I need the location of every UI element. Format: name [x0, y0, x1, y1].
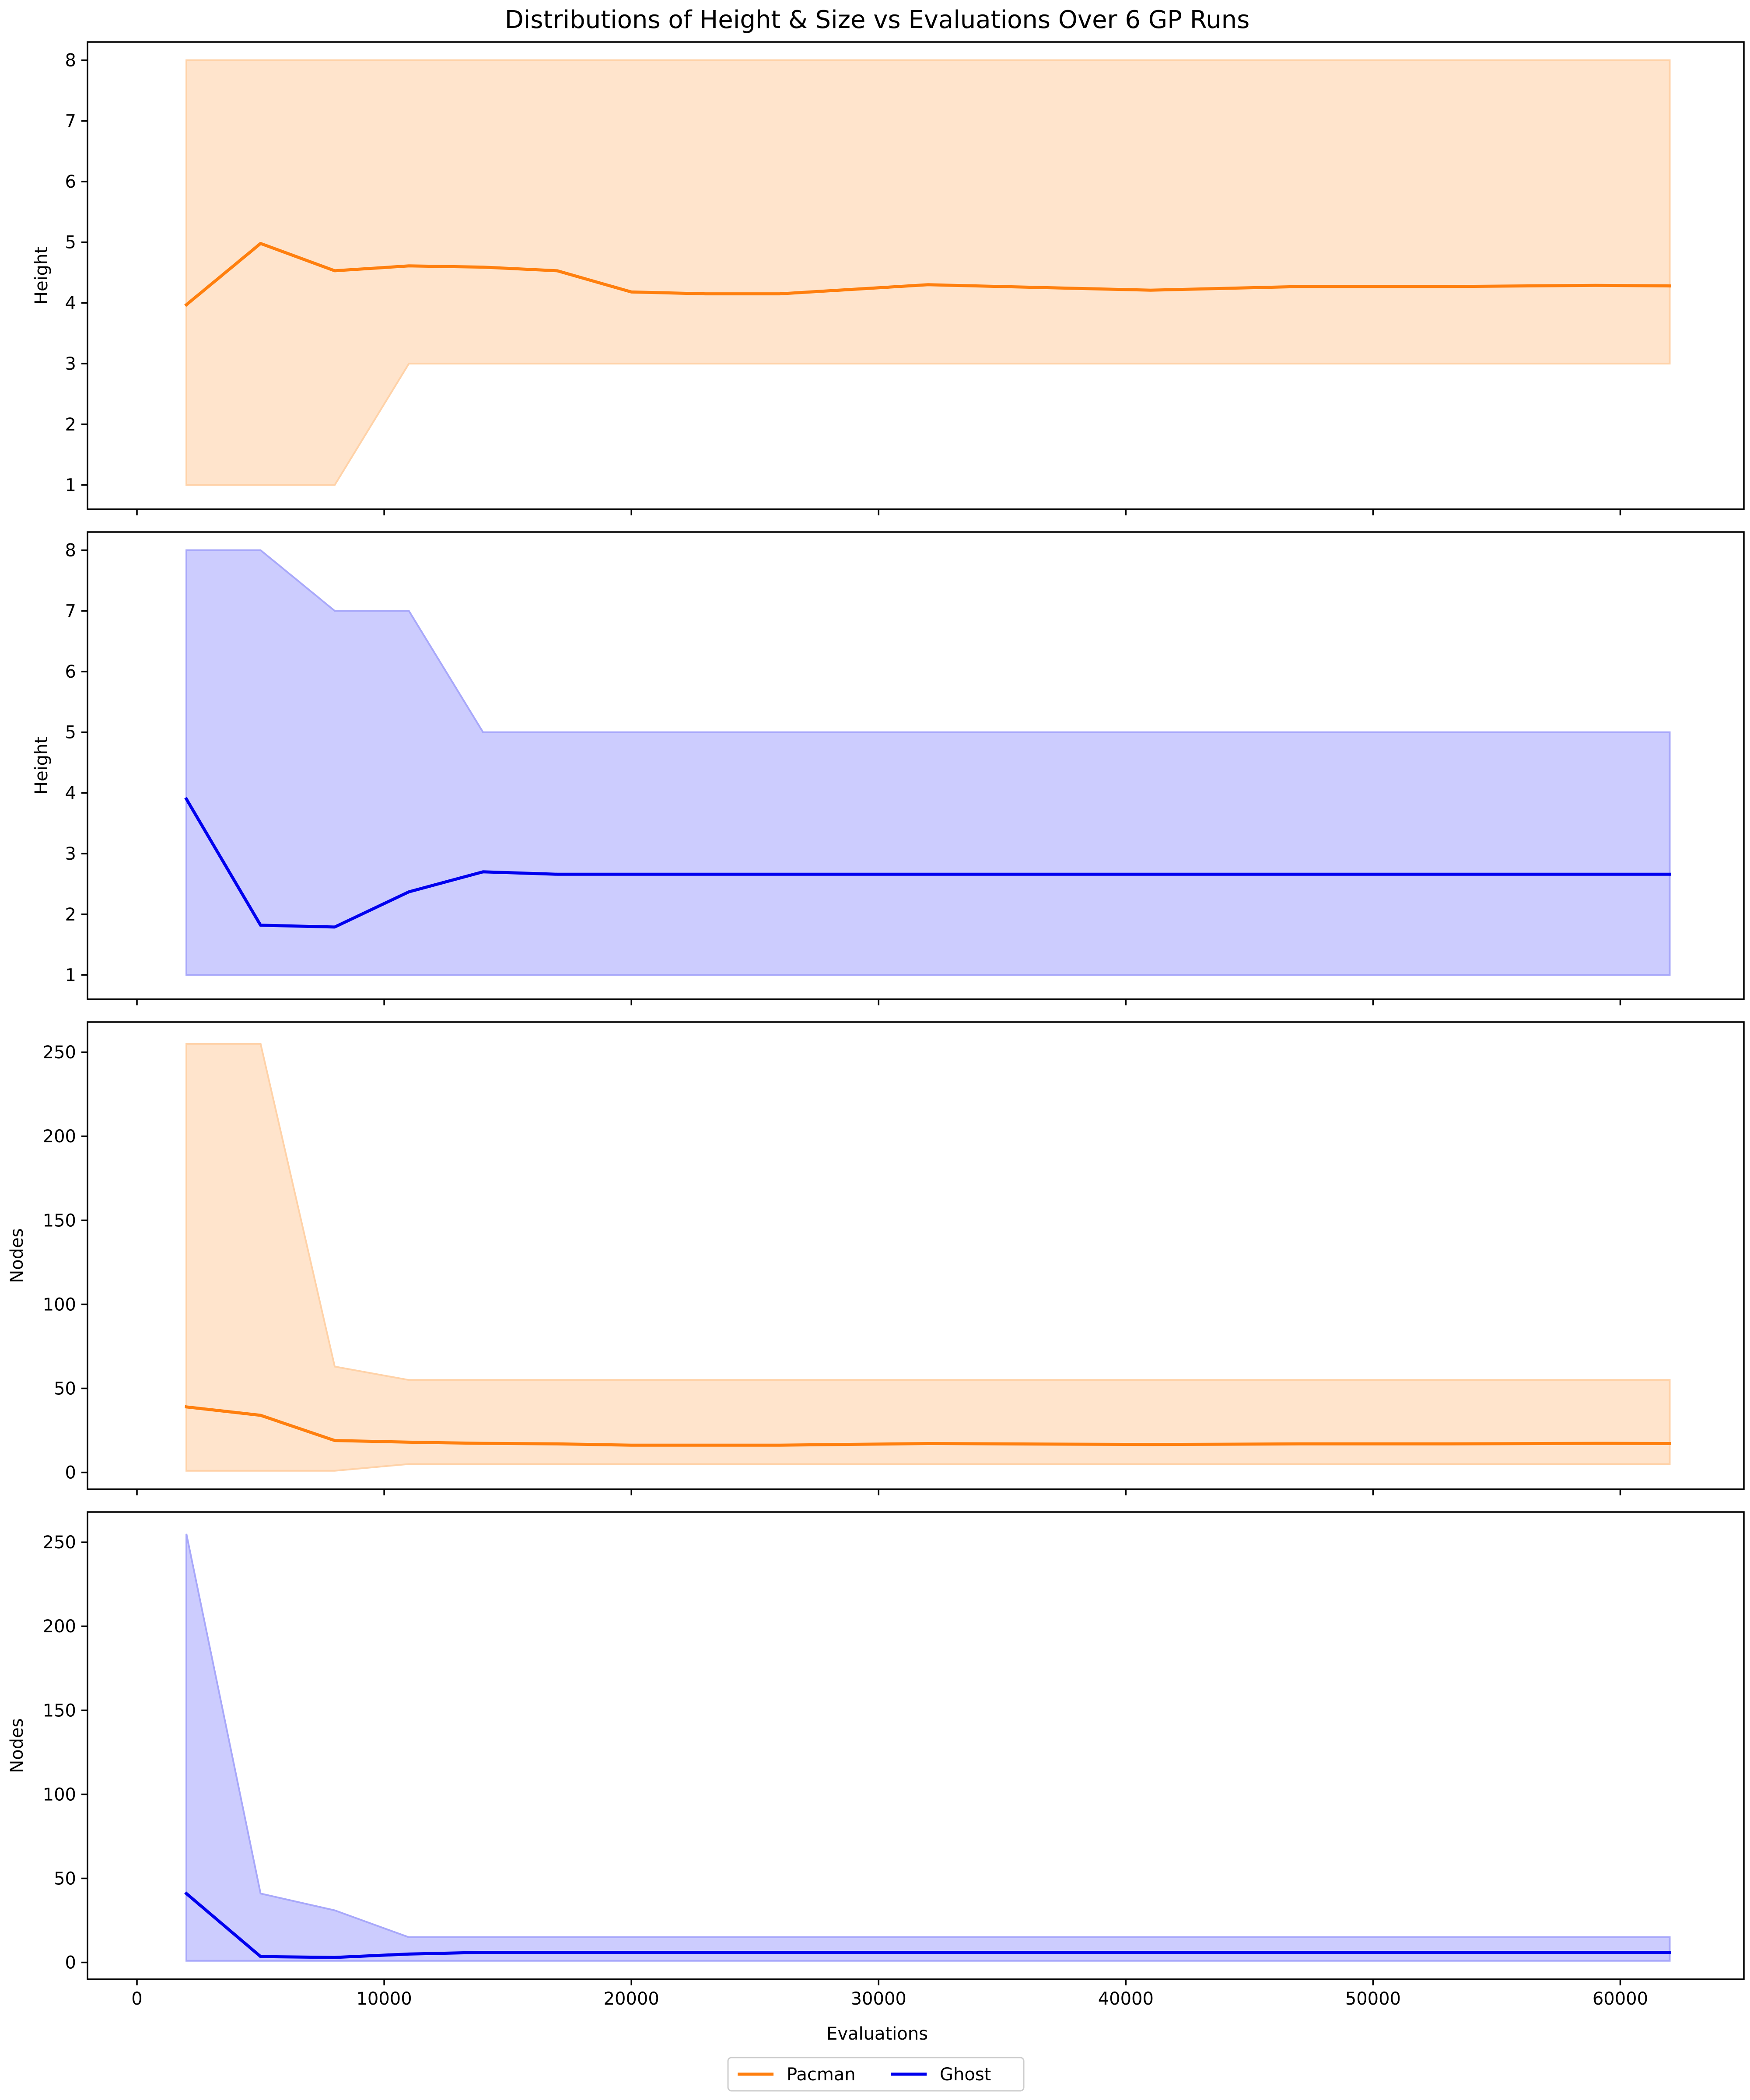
y-tick-label: 250: [43, 1043, 76, 1063]
y-tick-label: 5: [65, 723, 76, 743]
mean-line-pacman: [184, 242, 1672, 307]
x-tick-label: 0: [131, 1989, 142, 2009]
y-tick-label: 150: [43, 1701, 76, 1721]
x-tick-label: 60000: [1592, 1989, 1648, 2009]
axes-frame: [87, 1511, 1745, 1980]
x-tick-label: 20000: [604, 1989, 659, 2009]
y-tick-label: 0: [65, 1953, 76, 1973]
x-tick-label: 50000: [1345, 1989, 1401, 2009]
y-tick-label: 4: [65, 293, 76, 313]
mean-line-ghost: [184, 1891, 1671, 1959]
range-band-ghost: [186, 549, 1671, 976]
y-tick-label: 2: [65, 415, 76, 435]
y-tick-label: 7: [65, 601, 76, 621]
panels: 1 2 3 4 5 6 7 8 Height 1 2 3 4 5 6 7 8 Height 0 50 100 150 200…: [7, 41, 1745, 2009]
y-tick-label: 8: [65, 541, 76, 561]
y-axis-label: Nodes: [7, 1228, 27, 1283]
legend-label-ghost: Ghost: [940, 2065, 991, 2085]
y-tick-label: 1: [65, 966, 76, 986]
y-tick-label: 0: [65, 1463, 76, 1483]
y-tick-label: 200: [43, 1617, 76, 1637]
panel-4: 0 50 100 150 200 250 0 10000 20000 30000 40000 5000…: [7, 1511, 1745, 2009]
panel-1: 1 2 3 4 5 6 7 8 Height: [32, 41, 1745, 515]
panel-3: 0 50 100 150 200 250 Nodes: [7, 1021, 1745, 1495]
y-axis-label: Height: [32, 247, 52, 304]
y-tick-label: 250: [43, 1533, 76, 1553]
y-tick-label: 3: [65, 354, 76, 374]
y-tick-label: 5: [65, 233, 76, 253]
y-tick-label: 1: [65, 476, 76, 496]
axes-frame: [87, 531, 1745, 1000]
chart-title: Distributions of Height & Size vs Evalua…: [505, 6, 1250, 34]
y-tick-label: 6: [65, 172, 76, 192]
y-tick-label: 7: [65, 111, 76, 131]
x-axis-label: Evaluations: [826, 2024, 928, 2044]
y-tick-label: 3: [65, 844, 76, 864]
range-band-pacman: [186, 1043, 1671, 1472]
range-band-ghost: [186, 1533, 1671, 1962]
range-band-pacman: [186, 59, 1671, 486]
y-axis-label: Nodes: [7, 1718, 27, 1773]
x-tick-label: 40000: [1098, 1989, 1154, 2009]
y-tick-label: 8: [65, 51, 76, 71]
legend-label-pacman: Pacman: [787, 2065, 856, 2085]
y-tick-label: 150: [43, 1211, 76, 1231]
y-tick-label: 6: [65, 662, 76, 682]
axes-frame: [87, 1021, 1745, 1490]
x-tick-label: 10000: [356, 1989, 412, 2009]
y-tick-label: 100: [43, 1295, 76, 1315]
y-tick-label: 4: [65, 783, 76, 803]
mean-line-ghost: [184, 797, 1671, 929]
y-tick-label: 100: [43, 1785, 76, 1805]
y-tick-label: 50: [54, 1379, 76, 1399]
mean-line-pacman: [185, 1405, 1672, 1447]
panel-2: 1 2 3 4 5 6 7 8 Height: [32, 531, 1745, 1005]
x-tick-label: 30000: [851, 1989, 906, 2009]
y-axis-label: Height: [32, 737, 52, 794]
legend-box: [727, 2057, 1025, 2092]
legend: Pacman Ghost: [727, 2057, 1025, 2092]
y-tick-label: 2: [65, 905, 76, 925]
axes-frame: [87, 41, 1745, 510]
y-tick-label: 50: [54, 1869, 76, 1889]
y-tick-label: 200: [43, 1127, 76, 1147]
